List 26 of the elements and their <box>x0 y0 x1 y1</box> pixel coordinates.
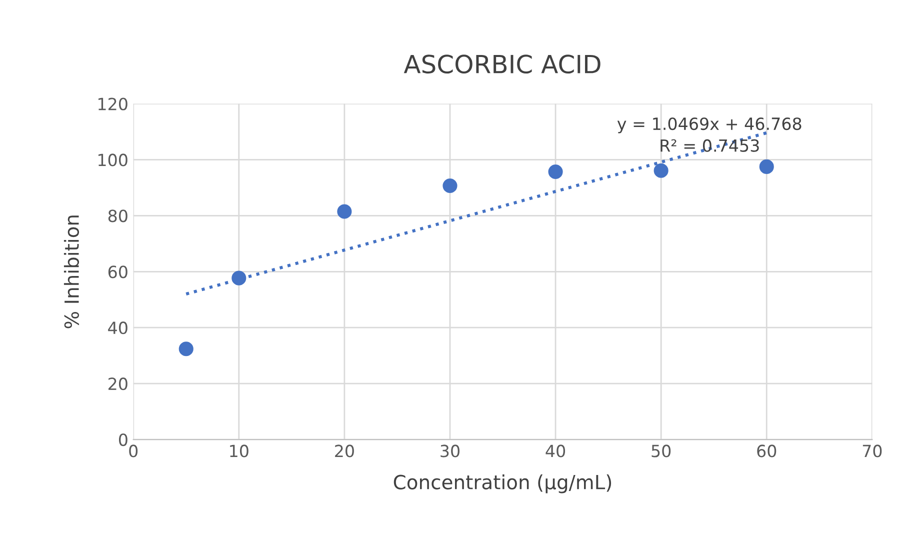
y-tick-label: 120 <box>98 98 128 110</box>
chart-title: ASCORBIC ACID <box>404 54 600 74</box>
point <box>337 204 352 219</box>
x-axis-title: Concentration (µg/mL) <box>394 474 612 494</box>
x-tick-label: 10 <box>230 444 248 458</box>
y-tick-label: 100 <box>98 154 128 166</box>
x-tick-label: 40 <box>546 444 566 458</box>
x-tick-label: 60 <box>757 444 776 458</box>
x-tick-label: 70 <box>862 444 882 458</box>
x-tick-label: 50 <box>652 444 671 458</box>
x-tick-label: 0 <box>129 444 138 458</box>
x-tick-label: 20 <box>335 444 354 458</box>
point <box>759 159 774 174</box>
y-tick-label: 60 <box>108 266 128 278</box>
y-tick-label: 40 <box>108 322 128 334</box>
point <box>548 164 563 180</box>
y-tick-label: 80 <box>108 210 128 222</box>
point <box>232 270 246 286</box>
annotation: y = 1.0469x + 46.768 <box>617 117 802 134</box>
y-tick-label: 20 <box>108 378 128 390</box>
y-tick-label: 0 <box>118 433 128 446</box>
point <box>654 163 668 178</box>
x-tick-label: 30 <box>440 444 460 458</box>
point <box>442 178 458 194</box>
y-axis-title: % Inhibition <box>64 216 80 328</box>
point <box>178 342 194 356</box>
